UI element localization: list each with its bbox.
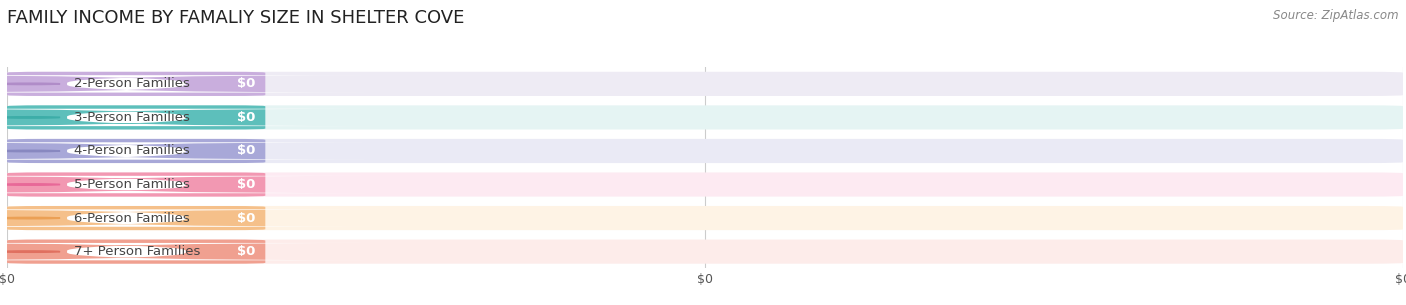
Text: $0: $0 bbox=[238, 111, 256, 124]
FancyBboxPatch shape bbox=[7, 72, 1403, 96]
Text: $0: $0 bbox=[238, 145, 256, 157]
Text: 5-Person Families: 5-Person Families bbox=[75, 178, 190, 191]
Circle shape bbox=[0, 251, 60, 252]
Text: 6-Person Families: 6-Person Families bbox=[75, 212, 190, 224]
FancyBboxPatch shape bbox=[7, 206, 266, 230]
Text: $0: $0 bbox=[238, 212, 256, 224]
FancyBboxPatch shape bbox=[7, 139, 1403, 163]
FancyBboxPatch shape bbox=[0, 209, 392, 227]
FancyBboxPatch shape bbox=[7, 239, 1403, 264]
Text: 7+ Person Families: 7+ Person Families bbox=[75, 245, 201, 258]
FancyBboxPatch shape bbox=[0, 243, 392, 260]
FancyBboxPatch shape bbox=[7, 172, 1403, 197]
Circle shape bbox=[0, 117, 60, 118]
FancyBboxPatch shape bbox=[7, 139, 266, 163]
Text: FAMILY INCOME BY FAMALIY SIZE IN SHELTER COVE: FAMILY INCOME BY FAMALIY SIZE IN SHELTER… bbox=[7, 9, 464, 27]
Text: $0: $0 bbox=[238, 178, 256, 191]
Text: Source: ZipAtlas.com: Source: ZipAtlas.com bbox=[1274, 9, 1399, 22]
FancyBboxPatch shape bbox=[7, 239, 266, 264]
Circle shape bbox=[0, 184, 60, 185]
FancyBboxPatch shape bbox=[7, 172, 266, 197]
FancyBboxPatch shape bbox=[7, 105, 1403, 130]
FancyBboxPatch shape bbox=[7, 105, 266, 130]
Text: $0: $0 bbox=[238, 77, 256, 90]
FancyBboxPatch shape bbox=[0, 142, 392, 160]
FancyBboxPatch shape bbox=[0, 75, 392, 93]
FancyBboxPatch shape bbox=[7, 206, 1403, 230]
Text: 2-Person Families: 2-Person Families bbox=[75, 77, 190, 90]
Circle shape bbox=[0, 150, 60, 152]
Text: 3-Person Families: 3-Person Families bbox=[75, 111, 190, 124]
Text: 4-Person Families: 4-Person Families bbox=[75, 145, 190, 157]
FancyBboxPatch shape bbox=[0, 176, 392, 193]
FancyBboxPatch shape bbox=[0, 109, 392, 126]
Text: $0: $0 bbox=[238, 245, 256, 258]
Circle shape bbox=[0, 217, 60, 219]
FancyBboxPatch shape bbox=[7, 72, 266, 96]
Circle shape bbox=[0, 83, 60, 84]
